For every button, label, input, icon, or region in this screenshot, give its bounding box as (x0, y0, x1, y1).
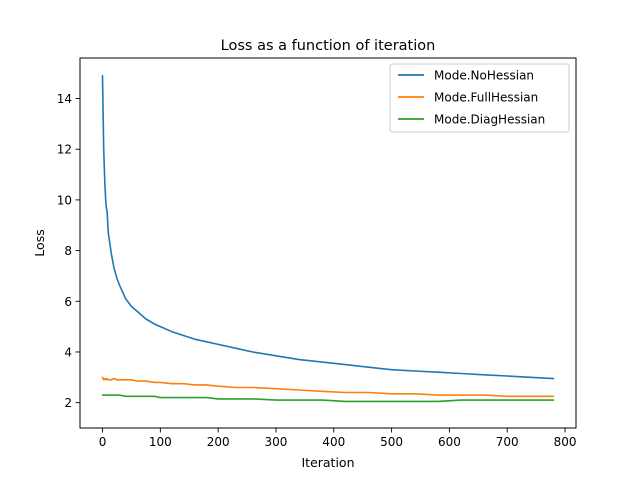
x-tick-label: 400 (322, 435, 345, 449)
plot-frame (79, 57, 577, 429)
y-tick-label: 6 (64, 295, 72, 309)
series-line-mode-diaghessian (101, 394, 555, 403)
legend-label: Mode.NoHessian (434, 69, 534, 83)
y-axis-label: Loss (32, 229, 47, 256)
y-tick-label: 14 (57, 92, 72, 106)
x-tick-label: 700 (496, 435, 519, 449)
legend-box (389, 63, 570, 133)
x-tick-label: 600 (438, 435, 461, 449)
x-tick-label: 100 (149, 435, 172, 449)
legend-label: Mode.DiagHessian (434, 113, 545, 127)
legend-label: Mode.FullHessian (434, 91, 538, 105)
x-tick-label: 800 (554, 435, 577, 449)
series-line-mode-fullhessian (101, 376, 555, 398)
y-axis: 2 4 6 8 10 12 14 (57, 92, 80, 410)
y-tick-label: 2 (64, 396, 72, 410)
x-axis-label: Iteration (301, 455, 354, 470)
legend: Mode.NoHessian Mode.FullHessian Mode.DiagH… (389, 63, 570, 133)
y-tick-label: 10 (57, 193, 72, 207)
y-tick-label: 12 (57, 143, 72, 157)
y-tick-label: 8 (64, 244, 72, 258)
x-tick-label: 200 (207, 435, 230, 449)
x-axis: 0 100 200 300 400 500 600 700 800 (99, 428, 577, 449)
x-tick-label: 500 (380, 435, 403, 449)
y-tick-label: 4 (64, 345, 72, 359)
chart-title: Loss as a function of iteration (221, 38, 436, 54)
series-line-mode-nohessian (101, 74, 555, 380)
plot-series (101, 74, 555, 403)
x-tick-label: 300 (265, 435, 288, 449)
x-tick-label: 0 (99, 435, 107, 449)
